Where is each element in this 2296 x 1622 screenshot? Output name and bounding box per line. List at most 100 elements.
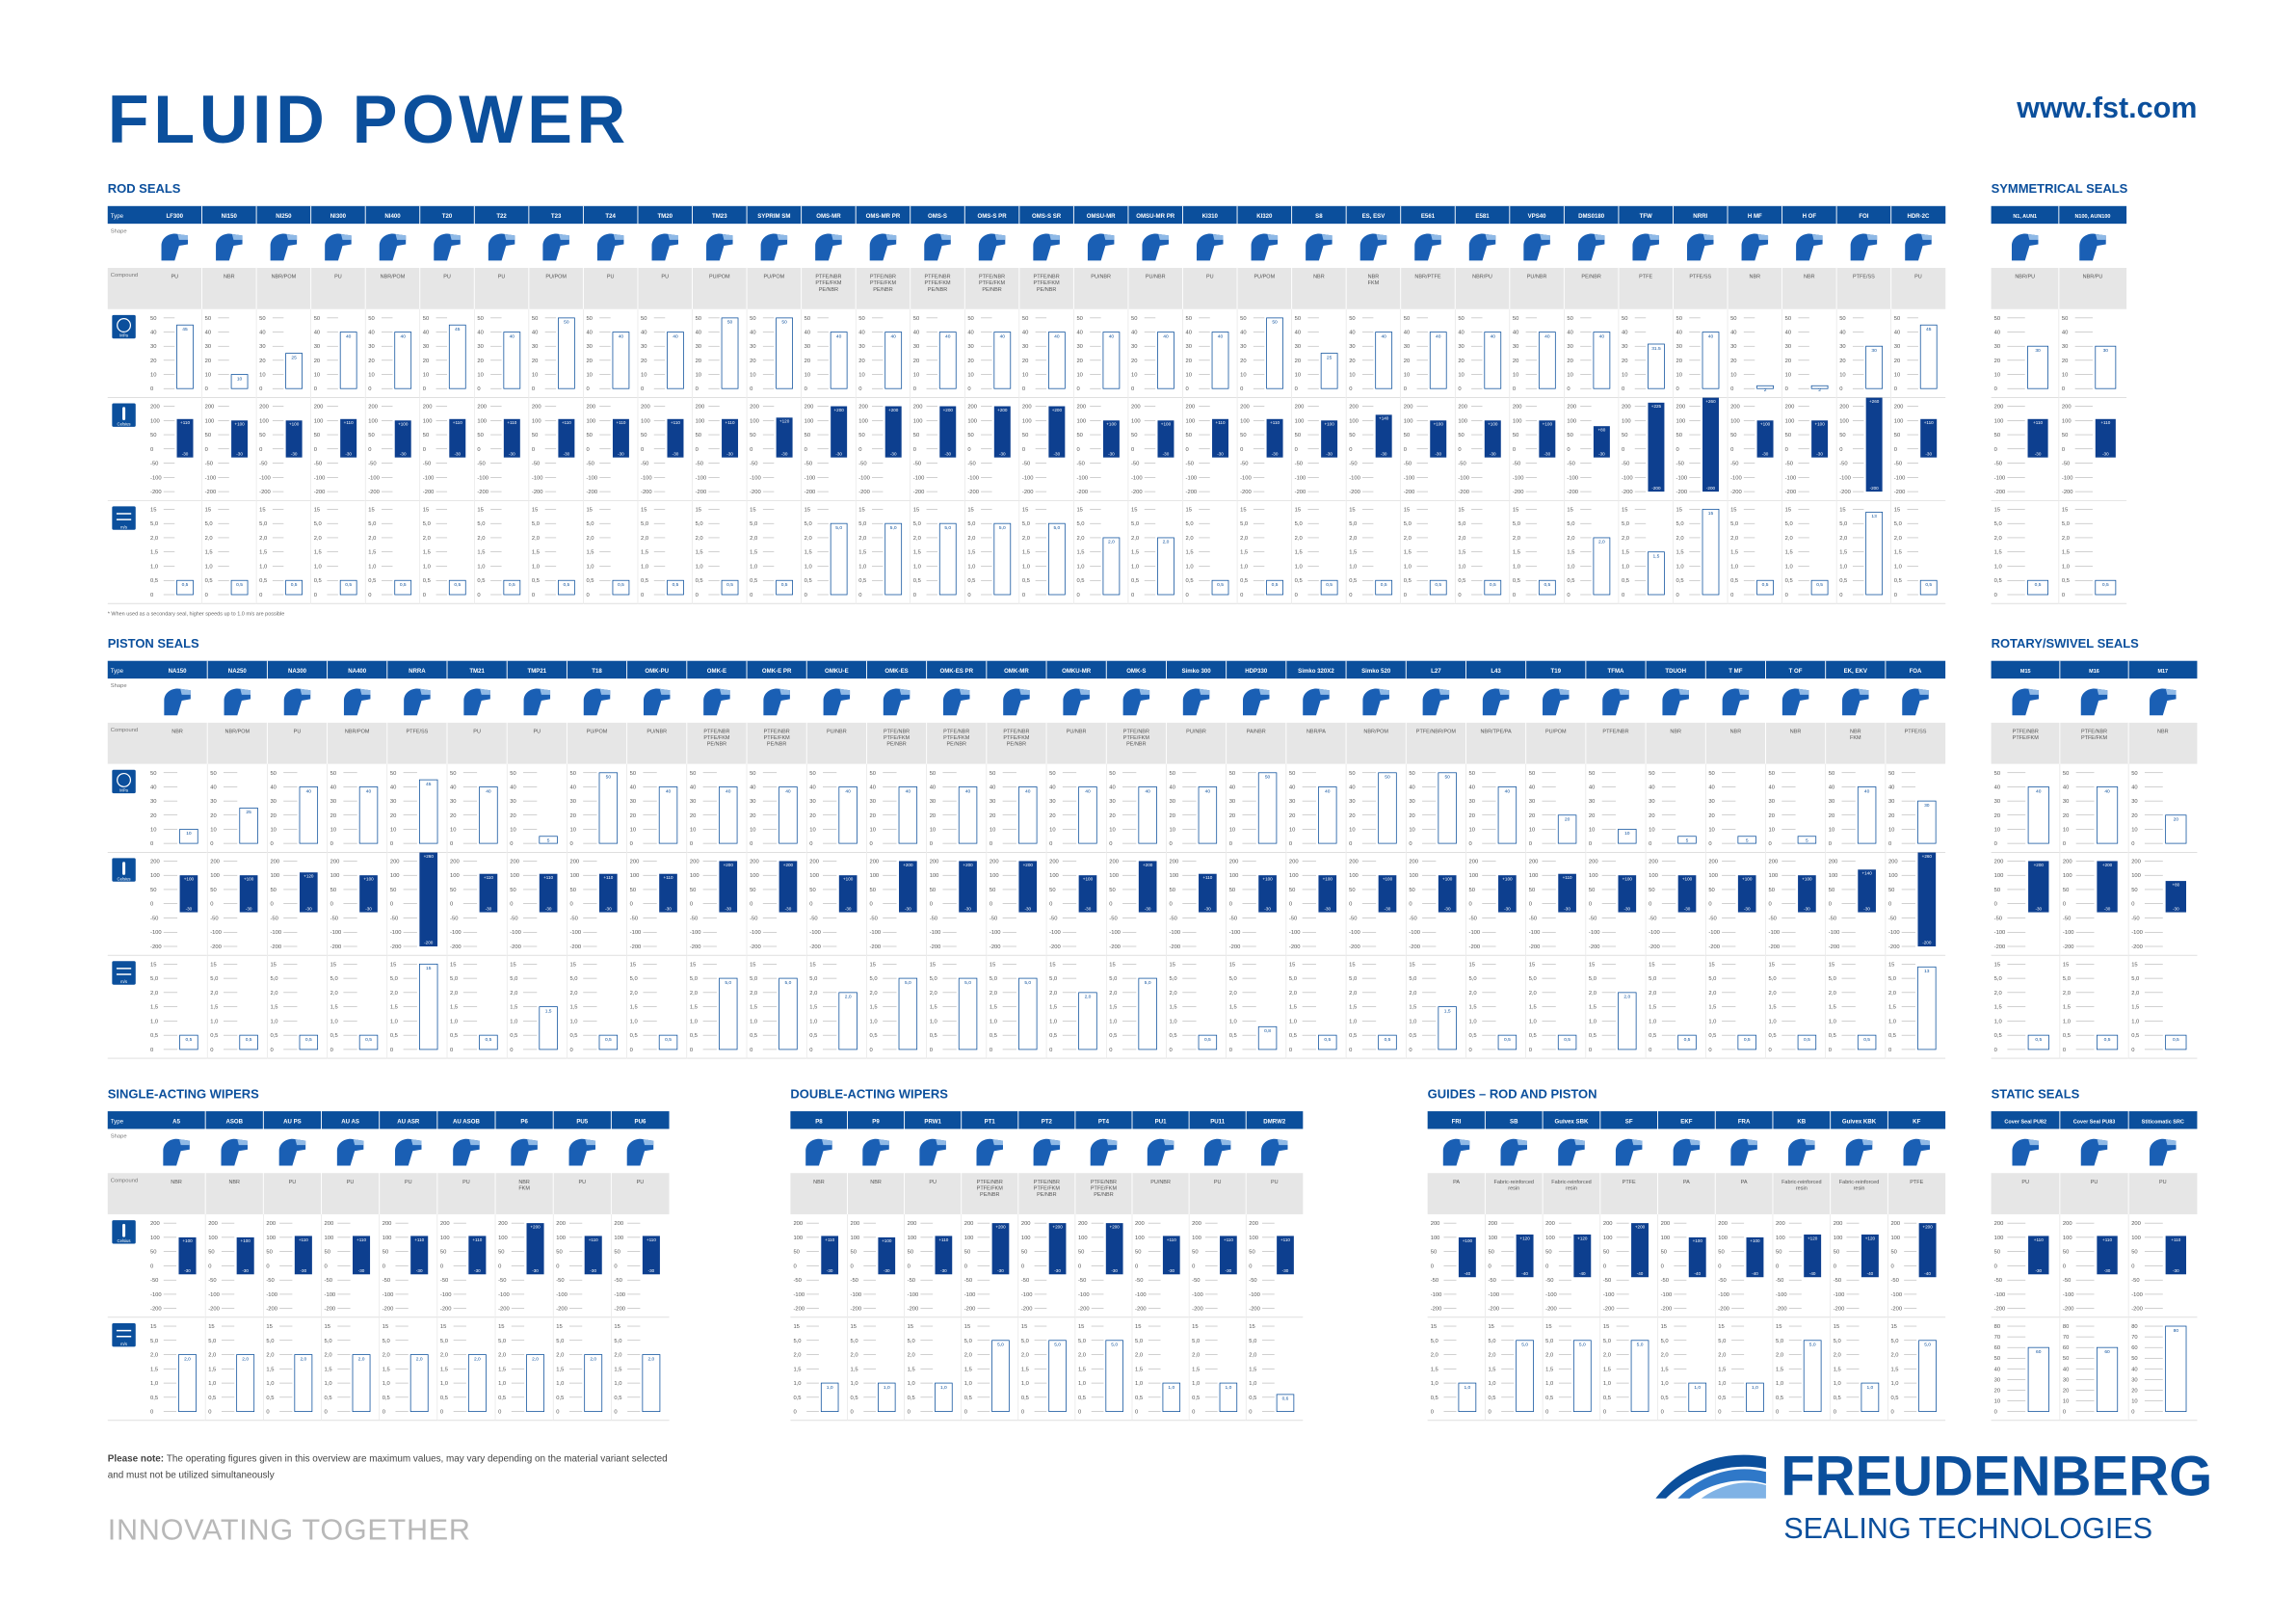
seal-shape-lip	[1049, 1139, 1061, 1146]
tick-label: 2,0	[851, 1353, 858, 1359]
tick-label: 50	[1469, 771, 1475, 777]
seal-shape-lip	[1438, 688, 1450, 695]
tick-label: 0	[1785, 447, 1788, 453]
tick-label: 50	[1469, 888, 1475, 893]
tick-label: 40	[150, 784, 156, 790]
compound: PU	[637, 1180, 645, 1185]
value-label: 45	[455, 327, 461, 332]
tick-label: 15	[1109, 962, 1115, 968]
tick-label: 50	[1078, 1250, 1084, 1256]
value-label: 5,0	[890, 525, 897, 531]
tick-label: 2,0	[330, 991, 338, 997]
tick-label: 40	[2062, 331, 2068, 336]
tick-label: 100	[325, 1236, 334, 1241]
seal-shape	[163, 1138, 190, 1166]
seal-shape-lip	[599, 688, 611, 695]
tick-label: 1,0	[1718, 1381, 1726, 1387]
tick-label: 0	[1661, 1410, 1664, 1416]
tick-label: 1,0	[1295, 564, 1303, 570]
tick-label: 50	[205, 433, 211, 439]
seal-type: NA150	[169, 668, 188, 675]
tick-label: -200	[1295, 490, 1306, 495]
tick-label: 2,0	[1529, 991, 1537, 997]
tick-label: 20	[1567, 359, 1572, 364]
tick-label: 0	[1078, 1410, 1081, 1416]
tick-label: 0,5	[990, 1033, 997, 1039]
tick-label: 0	[510, 1048, 513, 1053]
tick-label: -200	[1021, 1307, 1033, 1313]
tick-label: 0,5	[1131, 578, 1139, 584]
tick-label: 50	[259, 433, 265, 439]
section-title: SINGLE-ACTING WIPERS	[108, 1086, 259, 1101]
tick-label: 20	[1513, 359, 1518, 364]
speed-bar	[294, 1354, 313, 1412]
tick-label: -100	[1295, 475, 1306, 481]
value-label: 40	[1109, 333, 1115, 339]
tick-label: 1,0	[1469, 1019, 1477, 1024]
tick-label: 50	[1589, 771, 1595, 777]
seal-shape	[2080, 688, 2108, 716]
tick-label: 20	[1229, 813, 1235, 819]
tick-label: 50	[1776, 1250, 1781, 1256]
seal-shape	[2150, 688, 2177, 716]
tick-label: 0	[1529, 841, 1532, 847]
url[interactable]: www.fst.com	[2016, 92, 2197, 124]
tick-label: 10	[1404, 373, 1410, 379]
temperature-bar	[1920, 418, 1938, 458]
tick-label: 50	[1649, 771, 1654, 777]
tick-label: 0	[2062, 593, 2065, 598]
tick-label: 2,0	[259, 536, 267, 542]
tick-label: 5,0	[368, 521, 376, 527]
tick-label: -100	[1776, 1292, 1787, 1298]
tick-label: -100	[270, 930, 281, 936]
tick-label: 50	[1488, 1250, 1493, 1256]
tick-label: 10	[390, 827, 396, 833]
tick-label: 5,0	[2063, 976, 2071, 982]
tick-label: 20	[1409, 813, 1414, 819]
tick-label: 100	[1834, 1236, 1843, 1241]
tick-label: 50	[990, 888, 995, 893]
tick-label: 0	[150, 593, 153, 598]
tick-label: 50	[270, 771, 276, 777]
value-label: 0,5	[1272, 582, 1279, 588]
tick-label: 1,5	[913, 550, 921, 556]
tick-label: 0,5	[1769, 1033, 1777, 1039]
tick-label: 0	[1769, 841, 1772, 847]
tick-label: 1,5	[1076, 550, 1084, 556]
tick-label: -50	[1785, 462, 1793, 467]
compound: NBR/POM	[381, 275, 406, 280]
type-row	[107, 1111, 670, 1130]
tick-label: 1,0	[967, 564, 975, 570]
temperature-bar	[503, 418, 520, 458]
value-label: -40	[1809, 1271, 1816, 1276]
temperature-bar	[1199, 873, 1217, 913]
tick-label: 5,0	[908, 1339, 915, 1344]
compound: PTFE/NBR	[1003, 730, 1029, 735]
tick-label: 50	[266, 1250, 272, 1256]
tick-label: 1,0	[1349, 564, 1357, 570]
tick-label: 40	[1994, 331, 2000, 336]
tick-label: 0	[330, 902, 333, 908]
tick-label: -200	[205, 490, 217, 495]
tick-label: 0	[696, 593, 699, 598]
tick-label: 5,0	[2062, 521, 2070, 527]
tick-label: 20	[1349, 813, 1355, 819]
temperature-bar	[1858, 869, 1876, 913]
tick-label: 200	[477, 404, 487, 410]
tick-label: 10	[1131, 373, 1137, 379]
seal-type: KF	[1913, 1118, 1920, 1125]
value-label: +100	[1543, 422, 1553, 427]
tick-label: 200	[967, 404, 977, 410]
tick-label: 20	[259, 359, 265, 364]
tick-label: 0,5	[270, 1033, 277, 1039]
seal-shape-lip	[613, 233, 624, 240]
seal-shape	[1090, 1138, 1118, 1166]
value-label: -30	[726, 451, 733, 456]
tick-label: -200	[750, 490, 761, 495]
value-label: 0,5	[400, 582, 407, 588]
tick-label: -50	[990, 916, 997, 921]
value-label: 0,6	[1282, 1396, 1289, 1402]
tick-label: 0,5	[1718, 1396, 1726, 1401]
tick-label: 1,0	[1488, 1381, 1495, 1387]
speed-bar	[884, 522, 903, 596]
